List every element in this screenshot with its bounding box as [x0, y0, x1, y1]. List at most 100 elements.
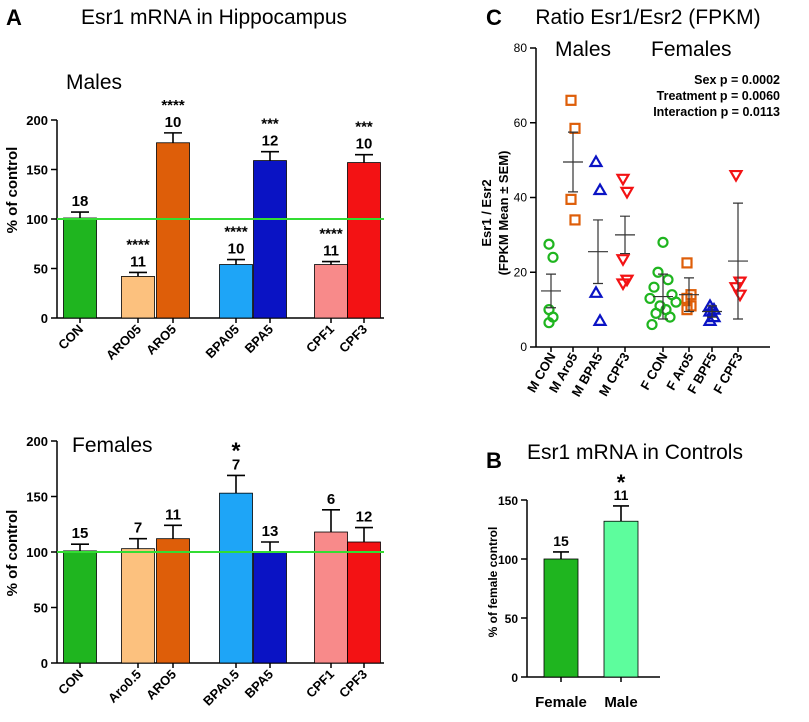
females-n-label: 7	[134, 520, 142, 537]
chart-c-point-m-bpa5	[592, 182, 608, 196]
females-error-bar	[322, 509, 340, 533]
chart-c-mean-sem-f-cpf3	[728, 202, 748, 320]
chart-c-point-f-cpf3	[728, 282, 744, 295]
males-sig-label: ****	[319, 226, 343, 243]
chart-c-point-f-aro5	[681, 257, 693, 269]
males-y-tick-label: 0	[41, 311, 48, 326]
males-sig-label: ****	[224, 224, 248, 241]
males-error-bar	[227, 258, 245, 265]
females-error-bar	[129, 537, 147, 549]
chart-c-y-tick-label: 20	[514, 265, 528, 279]
males-bar-con	[63, 217, 97, 319]
females-bar-aro5	[156, 538, 190, 664]
females-error-bar	[71, 543, 89, 551]
females-error-bar	[355, 526, 373, 543]
males-sig-label: ****	[161, 97, 185, 114]
panel-letter-c: C	[486, 5, 502, 30]
males-x-tick-label: ARO5	[143, 322, 179, 358]
chart-c-stat-sex: Sex p = 0.0002	[694, 73, 780, 87]
females-y-tick-label: 150	[26, 490, 48, 505]
chart-c-point-f-con	[644, 292, 656, 305]
chart-a-females: 05010015020015CON7Aro0.511ARO57*BPA0.513…	[26, 434, 384, 709]
chart-c-point-m-aro5	[565, 94, 577, 106]
chart-c-point-f-con	[664, 311, 676, 323]
chart-c-y-tick-label: 0	[520, 340, 527, 354]
males-error-bar	[322, 260, 340, 265]
males-error-bar	[129, 271, 147, 277]
chart-c-group-females: Females	[651, 38, 732, 61]
chart-c-point-f-cpf3	[728, 169, 744, 183]
chart-c-point-m-cpf3	[615, 278, 631, 292]
chart-c-point-f-con	[648, 281, 660, 293]
chart-c-point-f-cpf3	[732, 289, 748, 303]
chart-c-point-m-con	[543, 317, 555, 329]
males-x-tick-label: ARO05	[103, 322, 144, 363]
chart-a-title: Esr1 mRNA in Hippocampus	[81, 6, 347, 29]
chart-b-bar-female	[543, 558, 579, 678]
females-error-bar	[164, 524, 182, 539]
females-y-tick-label: 100	[26, 545, 48, 560]
females-y-tick-label: 50	[34, 601, 48, 616]
males-x-tick-label: CPF3	[336, 322, 370, 356]
chart-a-males: 05010015020018CON11****ARO0510****ARO510…	[26, 97, 384, 363]
females-bar-con	[63, 550, 97, 664]
chart-c-point-f-con	[657, 236, 669, 248]
chart-c-point-f-con	[652, 266, 664, 278]
chart-b-title: Esr1 mRNA in Controls	[527, 441, 743, 464]
chart-a-males-subtitle: Males	[66, 71, 122, 94]
chart-c-mean-sem-f-aro5	[679, 277, 699, 313]
chart-c-y-tick-label: 60	[514, 116, 528, 130]
females-n-label: 12	[356, 509, 373, 526]
males-n-label: 11	[130, 253, 146, 270]
females-y-tick-label: 200	[26, 434, 48, 449]
chart-c-point-m-cpf3	[615, 173, 631, 187]
chart-c-point-f-con	[670, 296, 682, 308]
chart-b: 0 50 100 150 15 Female 11* Male	[498, 470, 660, 711]
males-error-bar	[261, 150, 279, 161]
panel-letter-a: A	[6, 5, 22, 30]
males-x-tick-label: CPF1	[303, 322, 337, 356]
females-n-label: 11	[165, 506, 181, 523]
females-x-tick-label: BPA0.5	[200, 667, 242, 709]
chart-b-x-tick-label: Male	[604, 694, 637, 711]
females-n-label: 6	[327, 491, 335, 508]
females-x-tick-label: Aro0.5	[105, 667, 144, 706]
females-bar-cpf1	[314, 531, 348, 664]
chart-c-point-f-aro5	[681, 304, 693, 316]
males-n-label: 10	[356, 136, 373, 153]
males-bar-cpf1	[314, 264, 348, 319]
chart-c-point-f-con	[646, 318, 658, 331]
chart-c-point-m-aro5	[569, 214, 581, 226]
males-n-label: 10	[228, 241, 245, 258]
chart-c-point-m-bpa5	[592, 313, 608, 326]
chart-b-y-tick-label: 50	[505, 612, 519, 626]
females-x-tick-label: BPA5	[242, 667, 276, 701]
chart-b-x-tick-label: Female	[535, 694, 587, 711]
chart-c-mean-sem-m-bpa5	[588, 219, 608, 285]
males-n-label: 11	[323, 243, 339, 260]
males-n-label: 10	[165, 114, 182, 131]
males-sig-label: ***	[355, 119, 373, 136]
chart-c-group-males: Males	[555, 38, 611, 61]
females-y-tick-label: 0	[41, 656, 48, 671]
chart-c-mean-sem-m-cpf3	[615, 215, 635, 255]
chart-b-bar-male	[603, 520, 639, 678]
chart-c-ylabel-2: (FPKM Mean ± SEM)	[496, 151, 511, 276]
females-sig-label: *	[232, 437, 241, 463]
males-sig-label: ****	[126, 236, 150, 253]
chart-b-n-label: 15	[553, 533, 569, 549]
chart-b-y-tick-label: 100	[498, 553, 518, 567]
females-bar-aro05	[121, 548, 155, 664]
females-n-label: 7	[232, 456, 240, 473]
panel-letter-b: B	[486, 448, 502, 473]
chart-c-mean-sem-m-con	[541, 273, 561, 309]
chart-c-point-f-con	[650, 307, 662, 319]
chart-c-point-m-con	[547, 251, 559, 263]
chart-a-males-ylabel: % of control	[4, 147, 21, 234]
males-y-tick-label: 150	[26, 163, 48, 178]
chart-c-mean-sem-f-bpf5	[702, 305, 722, 318]
males-sig-label: ***	[261, 116, 279, 133]
females-x-tick-label: CPF3	[336, 667, 370, 701]
males-y-tick-label: 200	[26, 113, 48, 128]
